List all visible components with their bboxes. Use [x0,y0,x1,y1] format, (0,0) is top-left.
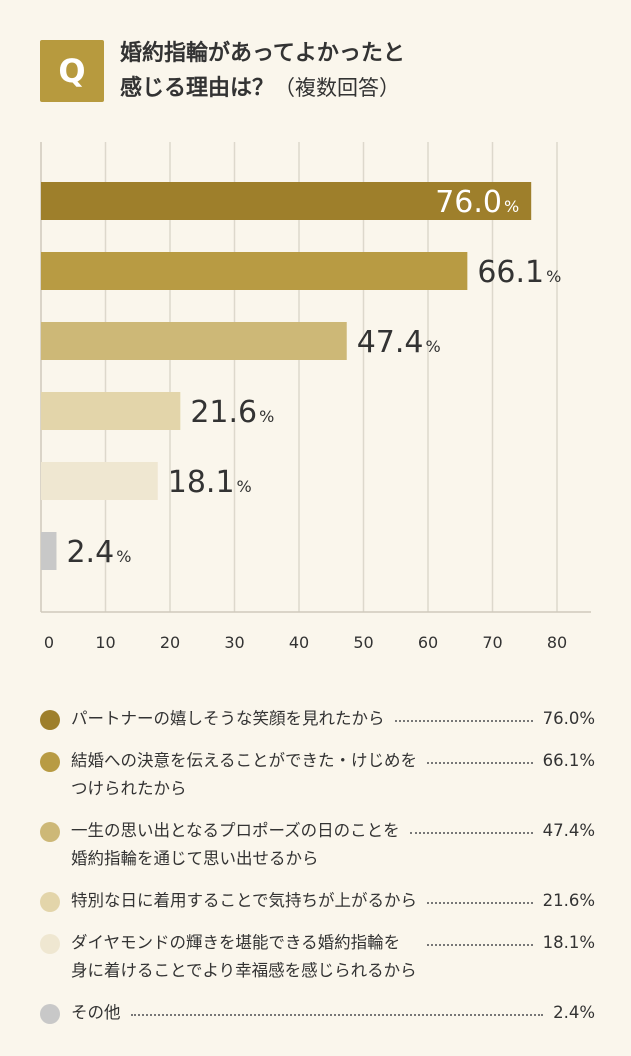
bar-value-unit: % [259,407,274,426]
legend-label: 特別な日に着用することで気持ちが上がるから [71,891,418,910]
x-tick-label: 80 [547,633,567,652]
bar-value-number: 66.1 [477,255,544,290]
legend-item: ダイヤモンドの輝きを堪能できる婚約指輪を 身に着けることでより幸福感を感じられる… [40,929,595,985]
bar [41,392,181,430]
legend-label: 結婚への決意を伝えることができた・けじめを つけられたから [71,751,418,798]
legend-value: 21.6% [542,891,595,910]
legend-item: 一生の思い出となるプロポーズの日のことを 婚約指輪を通じて思い出せるから 47.4… [40,817,595,873]
title-line-2: 感じる理由は？ [120,76,275,101]
bar-value-number: 21.6 [190,395,257,430]
bar-value-unit: % [426,337,441,356]
legend-leader-dots [409,817,533,834]
legend-item: パートナーの嬉しそうな笑顔を見れたから 76.0% [40,705,595,733]
title-subtitle: （複数回答） [274,76,401,100]
legend-color-dot [40,752,60,772]
page-title: 婚約指輪があってよかったと 感じる理由は？（複数回答） [120,37,600,106]
x-tick-label: 20 [160,633,180,652]
bar [41,252,468,290]
legend-color-dot [40,934,60,954]
bar [41,322,347,360]
bar-value-number: 47.4 [357,325,424,360]
bar-value-number: 2.4 [66,535,114,570]
legend-value: 47.4% [542,821,595,840]
x-tick-label: 30 [224,633,244,652]
legend-value: 2.4% [553,1003,595,1022]
bar-value-label: 66.1% [477,255,561,290]
legend-value: 66.1% [542,751,595,770]
x-tick-label: 40 [289,633,309,652]
legend-label: 一生の思い出となるプロポーズの日のことを 婚約指輪を通じて思い出せるから [71,821,400,868]
x-tick-label: 0 [44,633,54,652]
legend-item: その他 2.4% [40,999,595,1027]
x-tick-label: 50 [353,633,373,652]
x-tick-label: 10 [95,633,115,652]
bar [41,182,532,220]
legend-color-dot [40,892,60,912]
legend-text: 一生の思い出となるプロポーズの日のことを 婚約指輪を通じて思い出せるから 47.4… [71,817,595,873]
x-tick-label: 70 [482,633,502,652]
bar [41,532,57,570]
legend-leader-dots [427,887,533,904]
legend-leader-dots [427,747,533,764]
bar-value-number: 76.0 [435,185,502,220]
bar-value-label: 76.0% [435,185,519,220]
legend-color-dot [40,822,60,842]
bar-value-label: 21.6% [190,395,274,430]
bar [41,462,158,500]
legend-text: その他 2.4% [71,999,595,1027]
question-badge-letter: Q [58,52,86,90]
bar-value-unit: % [116,547,131,566]
legend-leader-dots [394,705,533,722]
bar-value-number: 18.1 [168,465,235,500]
legend-text: ダイヤモンドの輝きを堪能できる婚約指輪を 身に着けることでより幸福感を感じられる… [71,929,595,985]
bar-value-unit: % [546,267,561,286]
legend-leader-dots [130,999,544,1016]
legend-value: 76.0% [542,709,595,728]
bar-value-label: 18.1% [168,465,252,500]
legend-color-dot [40,1004,60,1024]
legend-label: その他 [71,1003,121,1022]
legend-item: 特別な日に着用することで気持ちが上がるから 21.6% [40,887,595,915]
legend: パートナーの嬉しそうな笑顔を見れたから 76.0% 結婚への決意を伝えることができた… [40,705,595,1041]
bar-value-label: 2.4% [66,535,131,570]
bar-value-unit: % [504,197,519,216]
legend-text: 結婚への決意を伝えることができた・けじめを つけられたから 66.1% [71,747,595,803]
legend-color-dot [40,710,60,730]
legend-leader-dots [426,929,533,946]
legend-text: 特別な日に着用することで気持ちが上がるから 21.6% [71,887,595,915]
legend-text: パートナーの嬉しそうな笑顔を見れたから 76.0% [71,705,595,733]
legend-value: 18.1% [542,933,595,952]
legend-label: パートナーの嬉しそうな笑顔を見れたから [71,709,385,728]
bar-value-unit: % [237,477,252,496]
legend-label: ダイヤモンドの輝きを堪能できる婚約指輪を 身に着けることでより幸福感を感じられる… [71,933,417,980]
legend-item: 結婚への決意を伝えることができた・けじめを つけられたから 66.1% [40,747,595,803]
x-tick-label: 60 [418,633,438,652]
bar-value-label: 47.4% [357,325,441,360]
question-badge: Q [40,40,104,102]
title-line-1: 婚約指輪があってよかったと [120,41,405,66]
